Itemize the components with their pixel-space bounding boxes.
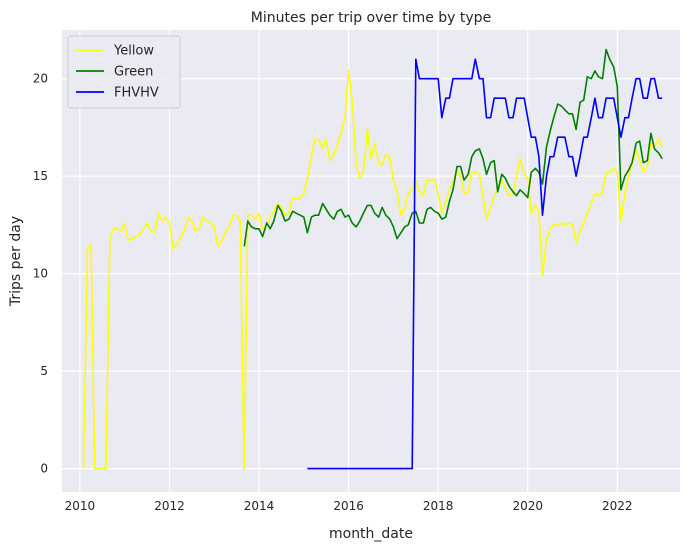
- series-line-fhvhv: [307, 58, 663, 470]
- x-tick-label: 2022: [602, 499, 633, 513]
- x-axis-ticks: 2010 2012 2014 2016 2018 2020 2022: [65, 499, 633, 513]
- y-tick-label: 0: [40, 462, 48, 476]
- legend-label: Yellow: [113, 44, 154, 59]
- x-axis-label: month_date: [329, 526, 413, 542]
- y-tick-label: 20: [33, 72, 48, 86]
- legend-label: Green: [114, 65, 153, 80]
- series-line-yellow: [82, 70, 663, 470]
- y-tick-label: 5: [40, 364, 48, 378]
- x-tick-label: 2010: [65, 499, 96, 513]
- y-axis-label: Trips per day: [8, 216, 24, 307]
- x-tick-label: 2018: [423, 499, 454, 513]
- y-axis-ticks: 0 5 10 15 20: [33, 72, 48, 476]
- y-tick-label: 10: [33, 267, 48, 281]
- x-tick-label: 2012: [154, 499, 185, 513]
- x-tick-label: 2014: [244, 499, 275, 513]
- legend: Yellow Green FHVHV: [67, 35, 181, 109]
- series-lines: [82, 48, 663, 470]
- chart-title: Minutes per trip over time by type: [251, 10, 491, 26]
- x-tick-label: 2020: [512, 499, 543, 513]
- series-line-green: [243, 48, 663, 247]
- legend-box: [67, 35, 181, 109]
- x-tick-label: 2016: [333, 499, 364, 513]
- y-tick-label: 15: [33, 169, 48, 183]
- legend-label: FHVHV: [114, 86, 159, 101]
